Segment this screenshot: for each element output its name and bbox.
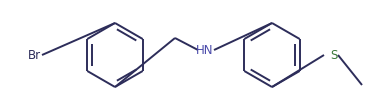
Text: Br: Br [28,49,41,61]
Text: HN: HN [196,44,214,56]
Text: S: S [330,49,338,61]
